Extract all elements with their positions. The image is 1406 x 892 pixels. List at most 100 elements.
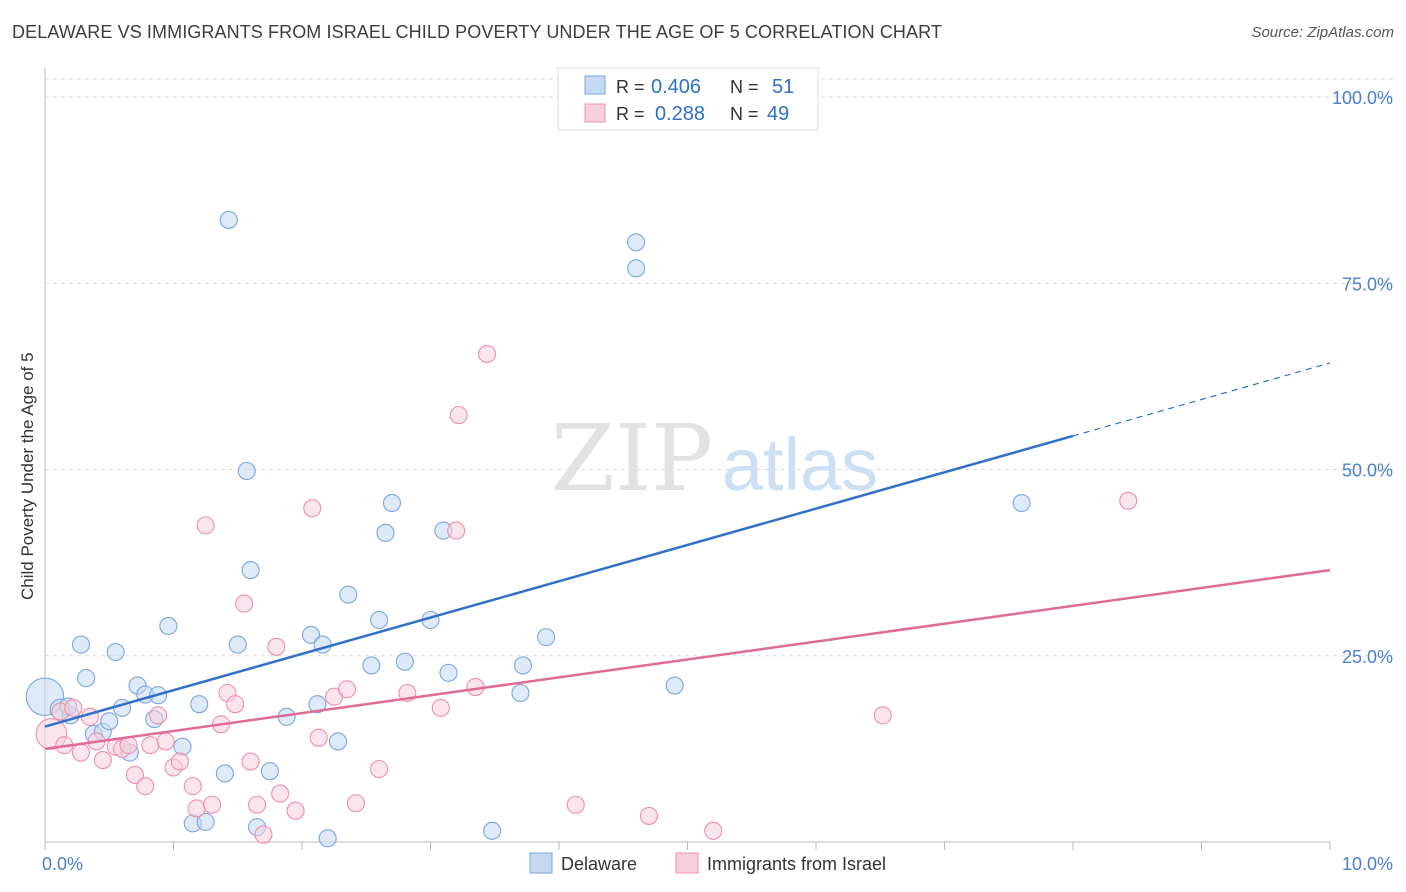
israel-point xyxy=(431,698,450,717)
delaware-point xyxy=(308,695,327,714)
data-points xyxy=(25,210,1138,848)
delaware-point xyxy=(228,635,247,654)
delaware-point xyxy=(627,233,646,252)
delaware-point xyxy=(376,523,395,542)
israel-point xyxy=(136,777,155,796)
israel-point xyxy=(286,801,305,820)
legend-r-value-2: 0.288 xyxy=(655,103,705,125)
delaware-point xyxy=(382,493,402,513)
delaware-point xyxy=(513,656,533,675)
delaware-point xyxy=(190,695,209,714)
israel-point xyxy=(247,795,267,814)
delaware-point xyxy=(215,764,234,783)
legend-bottom-swatch-israel xyxy=(675,852,699,874)
delaware-point xyxy=(260,762,279,781)
israel-point xyxy=(566,795,585,814)
israel-point xyxy=(156,732,175,751)
delaware-point xyxy=(159,616,178,636)
stats-legend: R = 0.406 N = 51 R = 0.288 N = 49 xyxy=(557,67,819,131)
delaware-point xyxy=(219,210,238,229)
delaware-point xyxy=(237,461,256,481)
legend-n-value-1: 51 xyxy=(772,76,794,98)
watermark-zip: ZIP xyxy=(551,405,713,512)
israel-point xyxy=(449,406,468,425)
chart-source: Source: ZipAtlas.com xyxy=(1251,24,1394,41)
delaware-point xyxy=(665,676,684,695)
watermark-atlas: atlas xyxy=(722,423,878,506)
trend-lines xyxy=(44,362,1331,751)
israel-point xyxy=(477,344,497,364)
y-tick-label: 75.0% xyxy=(1342,274,1393,294)
israel-point xyxy=(64,698,83,717)
israel-point xyxy=(170,752,189,771)
legend-n-label-2: N = xyxy=(730,104,759,124)
y-tick-label: 25.0% xyxy=(1342,647,1393,667)
delaware-point xyxy=(362,656,381,675)
legend-swatch-delaware xyxy=(584,75,606,95)
israel-point xyxy=(141,736,160,755)
israel-point xyxy=(183,777,202,796)
tick-labels: 25.0% 50.0% 75.0% 100.0% 0.0% 10.0% xyxy=(42,88,1393,874)
israel-point xyxy=(226,695,245,714)
y-tick-label: 50.0% xyxy=(1342,461,1393,481)
israel-point xyxy=(346,794,366,813)
legend-n-label-1: N = xyxy=(730,77,759,97)
israel-point xyxy=(196,516,215,535)
watermark: ZIP atlas xyxy=(551,405,878,512)
israel-point xyxy=(303,499,322,518)
delaware-point xyxy=(100,712,119,731)
y-tick-label: 100.0% xyxy=(1332,88,1393,108)
israel-point xyxy=(187,799,206,818)
delaware-point xyxy=(106,642,125,662)
legend-swatch-israel xyxy=(584,103,606,123)
delaware-trend-line xyxy=(44,434,1074,728)
israel-point xyxy=(241,752,260,771)
delaware-point xyxy=(196,812,215,831)
israel-point xyxy=(873,706,892,725)
delaware-point xyxy=(71,635,91,654)
legend-bottom-delaware: Delaware xyxy=(561,854,637,874)
delaware-trend-extension xyxy=(1072,362,1331,437)
israel-point xyxy=(639,806,659,825)
israel-point xyxy=(149,706,168,725)
israel-point xyxy=(704,821,723,840)
delaware-point xyxy=(370,610,389,630)
israel-point xyxy=(309,728,328,747)
delaware-point xyxy=(173,737,192,756)
israel-point xyxy=(267,637,286,656)
delaware-point xyxy=(627,259,646,278)
delaware-point xyxy=(439,663,458,682)
x-tick-label: 10.0% xyxy=(1342,854,1393,874)
delaware-point xyxy=(328,732,348,751)
israel-point xyxy=(93,750,112,770)
israel-point xyxy=(203,795,222,814)
delaware-point xyxy=(395,652,414,671)
israel-point xyxy=(271,784,290,803)
legend-r-label-2: R = xyxy=(616,104,645,124)
delaware-point xyxy=(77,669,96,688)
israel-point xyxy=(71,743,91,762)
delaware-point xyxy=(483,821,502,840)
delaware-point xyxy=(537,628,556,647)
legend-bottom-israel: Immigrants from Israel xyxy=(707,854,886,874)
delaware-point xyxy=(241,561,260,580)
israel-point xyxy=(1119,491,1138,510)
israel-point xyxy=(447,521,466,540)
israel-trend-line xyxy=(44,568,1331,751)
legend-n-value-2: 49 xyxy=(767,103,789,125)
israel-point xyxy=(235,594,254,613)
delaware-point xyxy=(339,585,358,604)
israel-point xyxy=(370,759,389,779)
x-tick-label: 0.0% xyxy=(42,854,83,874)
legend-r-label-1: R = xyxy=(616,77,645,97)
legend-bottom-swatch-delaware xyxy=(529,852,553,874)
delaware-point xyxy=(511,683,530,703)
israel-point xyxy=(337,680,357,699)
delaware-point xyxy=(318,829,337,848)
israel-point xyxy=(125,765,144,785)
series-legend: Delaware Immigrants from Israel xyxy=(529,852,886,874)
delaware-point xyxy=(301,625,321,644)
legend-r-value-1: 0.406 xyxy=(651,76,701,98)
delaware-point xyxy=(1012,493,1031,513)
